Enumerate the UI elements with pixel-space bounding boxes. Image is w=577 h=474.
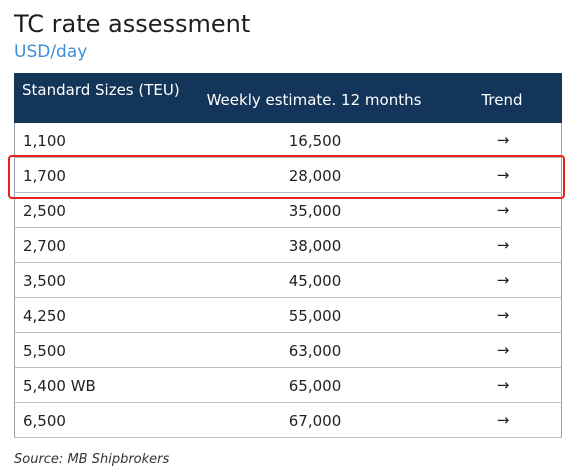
estimate-cell: 65,000 [288, 377, 342, 395]
estimate-cell: 38,000 [288, 237, 342, 255]
table-body: 1,100 16,500 → 1,700 28,000 → 2,500 35,000 → 2,70… [14, 123, 562, 438]
trend-cell: → [496, 411, 510, 429]
table-row: 5,400 WB 65,000 → [14, 368, 562, 403]
size-cell: 3,500 [23, 272, 66, 290]
size-cell: 2,500 [23, 202, 66, 220]
trend-cell: → [496, 376, 510, 394]
estimate-cell: 16,500 [288, 132, 342, 150]
estimate-cell: 55,000 [288, 307, 342, 325]
table-row: 5,500 63,000 → [14, 333, 562, 368]
estimate-cell: 28,000 [288, 167, 342, 185]
trend-cell: → [496, 201, 510, 219]
trend-cell: → [496, 131, 510, 149]
trend-cell: → [496, 341, 510, 359]
chart-title: TC rate assessment [14, 10, 251, 38]
size-cell: 6,500 [23, 412, 66, 430]
size-cell: 1,700 [23, 167, 66, 185]
table-row: 4,250 55,000 → [14, 298, 562, 333]
estimate-cell: 63,000 [288, 342, 342, 360]
estimate-cell: 35,000 [288, 202, 342, 220]
size-cell: 4,250 [23, 307, 66, 325]
table-row: 6,500 67,000 → [14, 403, 562, 438]
table-row: 1,700 28,000 → [14, 158, 562, 193]
trend-cell: → [496, 306, 510, 324]
table-row: 3,500 45,000 → [14, 263, 562, 298]
trend-cell: → [496, 166, 510, 184]
estimate-cell: 45,000 [288, 272, 342, 290]
size-cell: 2,700 [23, 237, 66, 255]
row-highlight-box [8, 155, 565, 199]
header-sizes: Standard Sizes (TEU) [22, 81, 180, 99]
trend-cell: → [496, 236, 510, 254]
size-cell: 5,500 [23, 342, 66, 360]
trend-cell: → [496, 271, 510, 289]
size-cell: 5,400 WB [23, 377, 96, 395]
table-row: 2,700 38,000 → [14, 228, 562, 263]
table-row: 2,500 35,000 → [14, 193, 562, 228]
estimate-cell: 67,000 [288, 412, 342, 430]
table-header: Standard Sizes (TEU) Weekly estimate. 12… [14, 73, 562, 123]
rate-table: Standard Sizes (TEU) Weekly estimate. 12… [14, 73, 562, 438]
size-cell: 1,100 [23, 132, 66, 150]
table-row: 1,100 16,500 → [14, 123, 562, 158]
header-trend: Trend [481, 91, 523, 109]
header-estimate: Weekly estimate. 12 months [206, 91, 422, 109]
source-note: Source: MB Shipbrokers [14, 452, 170, 467]
chart-subtitle: USD/day [14, 42, 88, 62]
